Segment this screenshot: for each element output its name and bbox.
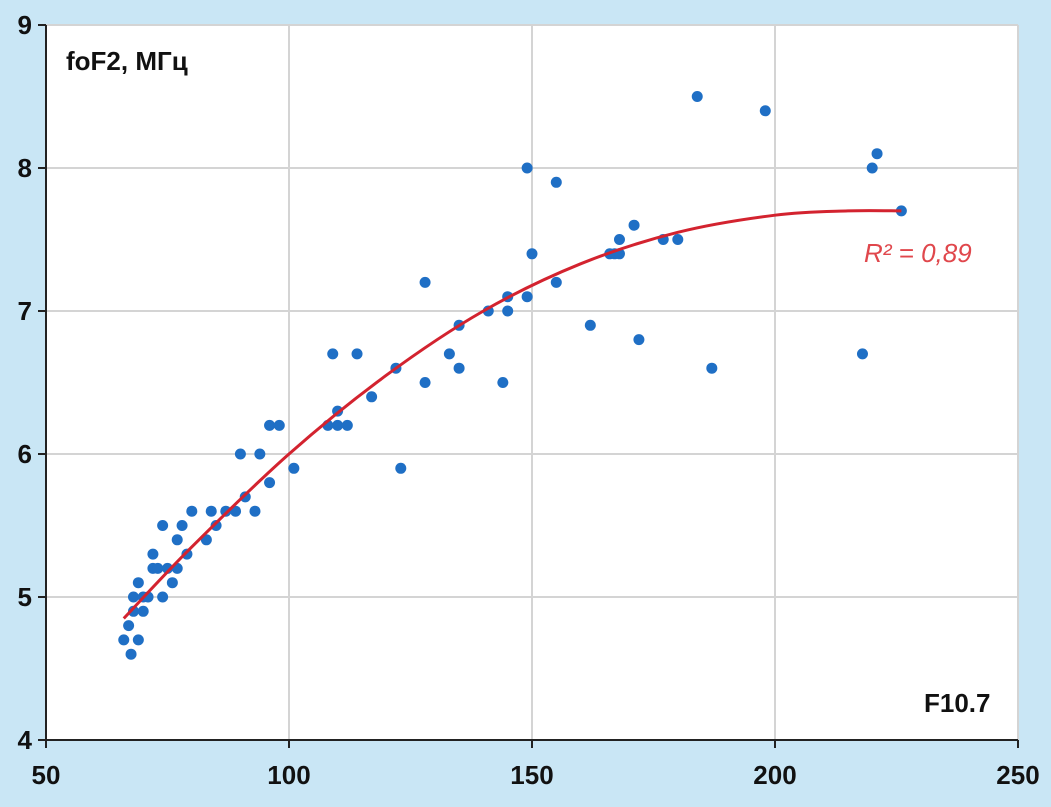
data-point-63	[628, 219, 640, 231]
x-tick-label-250: 250	[996, 760, 1039, 790]
data-point-23	[205, 505, 217, 517]
data-point-56	[550, 176, 562, 188]
data-point-69	[759, 105, 771, 117]
data-point-58	[584, 319, 596, 331]
data-point-7	[137, 605, 149, 617]
data-point-55	[526, 248, 538, 260]
data-points	[118, 91, 907, 660]
data-point-53	[521, 162, 533, 174]
trendline	[122, 209, 902, 620]
x-tick-label-50: 50	[32, 760, 61, 790]
data-point-41	[366, 391, 378, 403]
data-point-13	[157, 591, 169, 603]
data-point-5	[132, 577, 144, 589]
axes	[38, 24, 1019, 748]
data-point-36	[327, 348, 339, 360]
data-point-61	[613, 234, 625, 245]
data-point-64	[633, 334, 645, 346]
y-tick-label-5: 5	[18, 582, 32, 612]
data-point-45	[419, 377, 431, 388]
data-point-39	[341, 419, 353, 431]
data-point-20	[181, 548, 193, 560]
data-point-16	[166, 577, 178, 589]
data-point-25	[220, 505, 232, 517]
data-point-70	[856, 348, 868, 360]
data-point-19	[176, 520, 188, 531]
data-point-72	[871, 148, 883, 160]
data-point-33	[273, 419, 285, 431]
data-point-12	[152, 562, 164, 574]
data-point-54	[521, 291, 533, 303]
grid	[46, 24, 1019, 740]
y-tick-label-6: 6	[18, 439, 32, 469]
data-point-52	[502, 305, 514, 317]
y-tick-label-9: 9	[18, 10, 32, 40]
data-point-32	[264, 477, 276, 489]
data-point-4	[127, 591, 139, 603]
data-point-6	[132, 634, 144, 646]
data-point-44	[419, 276, 431, 288]
y-tick-label-8: 8	[18, 153, 32, 183]
data-point-29	[249, 505, 261, 517]
data-point-50	[497, 377, 509, 388]
data-point-66	[672, 234, 684, 245]
x-tick-label-200: 200	[753, 760, 796, 790]
data-point-1	[123, 620, 135, 632]
data-point-24	[210, 520, 222, 531]
data-point-46	[443, 348, 455, 360]
data-point-14	[157, 520, 169, 531]
trendline-curve	[122, 209, 902, 620]
data-point-17	[171, 534, 183, 546]
data-point-21	[186, 505, 198, 517]
data-point-30	[254, 448, 266, 460]
x-tick-label-150: 150	[510, 760, 553, 790]
data-point-3	[127, 605, 139, 617]
data-point-68	[706, 362, 718, 374]
data-point-43	[395, 462, 407, 474]
data-point-2	[125, 648, 137, 660]
x-axis-title: F10.7	[924, 688, 991, 718]
x-tick-label-100: 100	[267, 760, 310, 790]
data-point-57	[550, 276, 562, 288]
y-axis-title: foF2, МГц	[66, 46, 188, 76]
data-point-31	[264, 419, 276, 431]
labels: foF2, МГц F10.7 R² = 0,89 50 100 150 200 250…	[18, 10, 1040, 790]
data-point-40	[351, 348, 363, 360]
data-point-27	[234, 448, 246, 460]
data-point-34	[288, 462, 300, 474]
data-point-47	[453, 362, 465, 374]
data-point-71	[866, 162, 878, 174]
data-point-37	[332, 419, 344, 431]
y-tick-label-4: 4	[18, 725, 33, 755]
data-point-0	[118, 634, 130, 646]
data-point-11	[147, 548, 159, 560]
data-point-67	[691, 91, 703, 102]
y-tick-label-7: 7	[18, 296, 32, 326]
r-squared-annotation: R² = 0,89	[864, 238, 972, 268]
data-point-28	[239, 491, 251, 503]
